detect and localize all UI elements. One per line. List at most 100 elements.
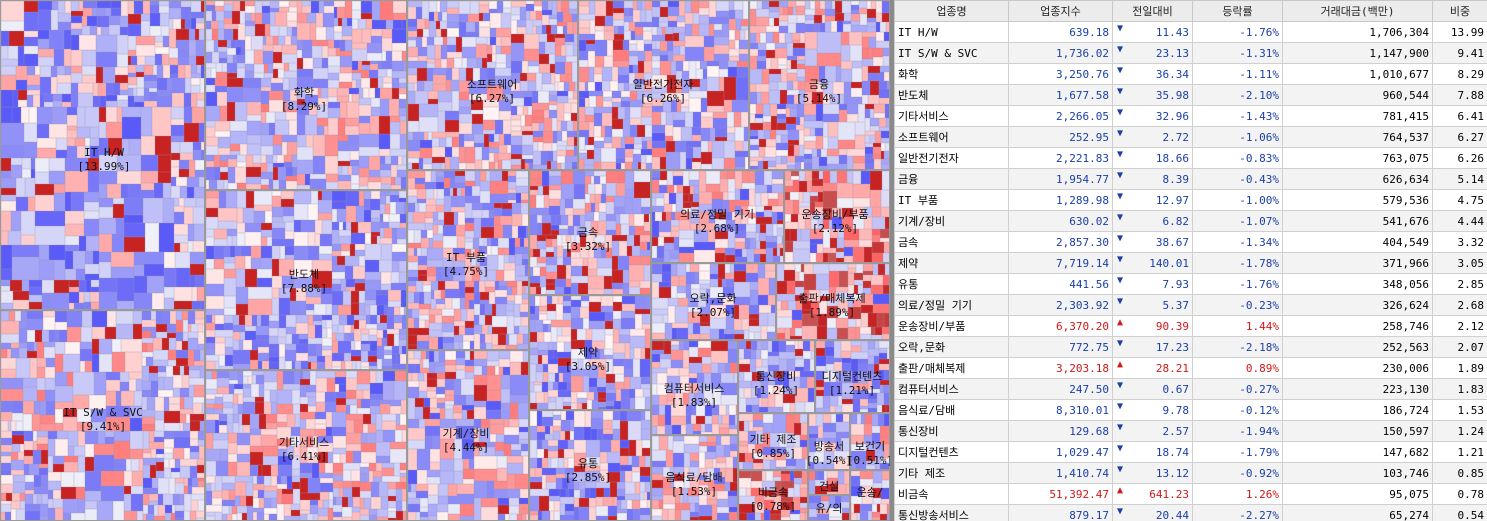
stock-tile[interactable] [677,93,689,100]
stock-tile[interactable] [875,327,882,335]
stock-tile[interactable] [792,320,802,328]
stock-tile[interactable] [832,217,842,229]
stock-tile[interactable] [250,360,258,369]
stock-tile[interactable] [608,463,620,472]
stock-tile[interactable] [223,394,233,402]
stock-tile[interactable] [6,493,12,501]
stock-tile[interactable] [677,293,686,298]
stock-tile[interactable] [415,203,419,212]
stock-tile[interactable] [292,361,295,369]
stock-tile[interactable] [65,66,71,75]
stock-tile[interactable] [206,505,222,512]
stock-tile[interactable] [672,204,676,212]
stock-tile[interactable] [85,138,90,146]
stock-tile[interactable] [819,157,827,166]
stock-tile[interactable] [578,359,583,369]
stock-tile[interactable] [464,134,474,141]
stock-tile[interactable] [21,235,35,245]
stock-tile[interactable] [453,275,465,281]
stock-tile[interactable] [29,280,42,287]
stock-tile[interactable] [248,299,272,315]
stock-tile[interactable] [445,379,454,390]
stock-tile[interactable] [332,333,336,341]
stock-tile[interactable] [427,387,436,391]
stock-tile[interactable] [215,397,223,404]
stock-tile[interactable] [41,475,48,487]
stock-tile[interactable] [719,329,724,339]
stock-tile[interactable] [771,305,775,313]
stock-tile[interactable] [755,193,761,206]
stock-tile[interactable] [316,371,335,378]
stock-tile[interactable] [106,406,130,417]
stock-tile[interactable] [308,344,316,356]
stock-tile[interactable] [485,334,492,343]
stock-tile[interactable] [206,78,215,85]
stock-tile[interactable] [700,323,710,326]
stock-tile[interactable] [82,311,92,327]
stock-tile[interactable] [287,27,292,36]
stock-tile[interactable] [261,91,269,104]
stock-tile[interactable] [297,99,305,105]
stock-tile[interactable] [246,191,254,208]
stock-tile[interactable] [558,358,571,366]
stock-tile[interactable] [233,394,238,404]
stock-tile[interactable] [180,142,193,153]
stock-tile[interactable] [306,288,321,297]
stock-tile[interactable] [391,165,397,177]
stock-tile[interactable] [865,104,874,109]
stock-tile[interactable] [507,456,523,463]
stock-tile[interactable] [297,40,303,50]
stock-tile[interactable] [475,171,480,186]
stock-tile[interactable] [346,444,361,451]
stock-tile[interactable] [652,198,656,206]
stock-tile[interactable] [224,246,230,257]
stock-tile[interactable] [456,37,462,52]
stock-tile[interactable] [332,191,346,201]
stock-tile[interactable] [777,236,782,244]
stock-tile[interactable] [812,171,819,179]
stock-tile[interactable] [807,181,812,192]
stock-tile[interactable] [594,107,612,113]
stock-tile[interactable] [539,34,547,42]
stock-tile[interactable] [158,505,165,516]
stock-tile[interactable] [206,330,215,337]
stock-tile[interactable] [735,151,748,157]
stock-tile[interactable] [447,8,459,14]
stock-tile[interactable] [246,184,261,189]
stock-tile[interactable] [417,19,425,29]
stock-tile[interactable] [851,25,867,32]
stock-tile[interactable] [745,30,748,40]
stock-tile[interactable] [640,235,650,242]
stock-tile[interactable] [555,373,559,382]
stock-tile[interactable] [815,1,820,9]
stock-tile[interactable] [553,415,561,420]
stock-tile[interactable] [613,319,621,329]
stock-tile[interactable] [306,392,316,397]
stock-tile[interactable] [788,145,794,156]
stock-tile[interactable] [604,56,613,67]
stock-tile[interactable] [346,371,357,378]
stock-tile[interactable] [149,92,157,101]
stock-tile[interactable] [419,381,427,391]
stock-tile[interactable] [124,215,143,223]
stock-tile[interactable] [585,471,600,482]
stock-tile[interactable] [472,210,482,218]
stock-tile[interactable] [250,465,258,476]
stock-tile[interactable] [241,47,245,55]
stock-tile[interactable] [247,144,261,155]
stock-tile[interactable] [420,368,429,373]
stock-tile[interactable] [773,248,777,256]
stock-tile[interactable] [543,364,548,372]
stock-tile[interactable] [387,69,392,77]
stock-tile[interactable] [792,40,800,43]
stock-tile[interactable] [234,384,243,389]
stock-tile[interactable] [673,176,683,185]
stock-tile[interactable] [195,29,199,40]
stock-tile[interactable] [594,176,600,184]
stock-tile[interactable] [466,22,475,32]
stock-tile[interactable] [873,264,878,275]
stock-tile[interactable] [463,335,474,341]
stock-tile[interactable] [433,220,444,225]
stock-tile[interactable] [839,155,847,164]
stock-tile[interactable] [106,95,117,101]
